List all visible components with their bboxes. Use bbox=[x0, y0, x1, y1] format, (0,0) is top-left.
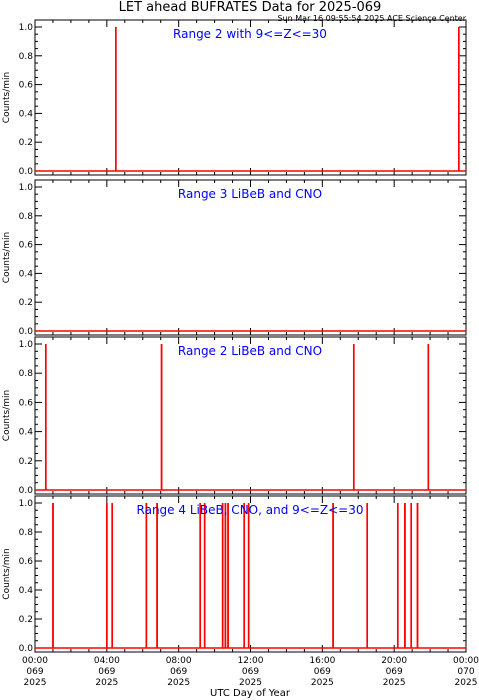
x-tick-label: 069 bbox=[98, 667, 115, 677]
x-tick-label: 2025 bbox=[24, 678, 47, 688]
x-tick-label: 069 bbox=[170, 667, 187, 677]
panel-title: Range 3 LiBeB and CNO bbox=[178, 187, 322, 201]
y-tick-label: 0.4 bbox=[19, 586, 34, 596]
y-axis-label: Counts/min bbox=[2, 232, 12, 283]
x-tick-label: 070 bbox=[457, 667, 474, 677]
x-tick-label: 16:00 bbox=[309, 656, 335, 666]
y-axis-label: Counts/min bbox=[2, 548, 12, 599]
y-tick-label: 0.0 bbox=[19, 327, 34, 337]
panel-frame bbox=[34, 19, 467, 176]
y-tick-label: 0.6 bbox=[19, 398, 34, 408]
y-tick-label: 1.0 bbox=[19, 340, 34, 350]
y-tick-label: 1.0 bbox=[19, 23, 34, 33]
y-tick-label: 0.0 bbox=[19, 167, 34, 177]
series-line bbox=[35, 344, 466, 491]
x-tick-label: 069 bbox=[242, 667, 259, 677]
x-tick-label: 00:00 bbox=[453, 656, 479, 666]
y-tick-label: 0.8 bbox=[19, 369, 34, 379]
panel-1: 0.0 0.2 0.4 0.6 0.8 1.0 Counts/min Range 2 with… bbox=[2, 19, 467, 177]
y-tick-label: 0.8 bbox=[19, 52, 34, 62]
x-tick-label: 2025 bbox=[167, 678, 190, 688]
x-tick-label: 2025 bbox=[95, 678, 118, 688]
x-tick-label: 2025 bbox=[383, 678, 406, 688]
x-tick-label: 2025 bbox=[311, 678, 334, 688]
x-axis-label: UTC Day of Year bbox=[210, 688, 291, 699]
y-tick-label: 0.8 bbox=[19, 212, 34, 222]
y-tick-label: 0.0 bbox=[19, 644, 34, 654]
x-tick-label: 00:00 bbox=[22, 656, 48, 666]
y-tick-label: 0.6 bbox=[19, 241, 34, 251]
y-tick-label: 0.4 bbox=[19, 109, 34, 119]
y-tick-label: 0.0 bbox=[19, 486, 34, 496]
x-tick-label: 2025 bbox=[239, 678, 262, 688]
y-tick-label: 0.2 bbox=[19, 615, 33, 625]
y-tick-label: 0.2 bbox=[19, 457, 33, 467]
y-tick-label: 0.2 bbox=[19, 138, 33, 148]
panel-title: Range 4 LiBeB, CNO, and 9<=Z<=30 bbox=[137, 503, 364, 517]
y-tick-label: 1.0 bbox=[19, 183, 34, 193]
panel-2: 0.0 0.2 0.4 0.6 0.8 1.0 Counts/min Range 3 LiBe… bbox=[2, 179, 467, 337]
y-axis-label: Counts/min bbox=[2, 72, 12, 123]
y-tick-label: 0.2 bbox=[19, 298, 33, 308]
panel-title: Range 2 LiBeB and CNO bbox=[178, 344, 322, 358]
panel-3: 0.0 0.2 0.4 0.6 0.8 1.0 Counts/min Range 2 LiBe… bbox=[2, 336, 467, 496]
x-tick-label: 04:00 bbox=[94, 656, 120, 666]
y-tick-label: 0.4 bbox=[19, 269, 34, 279]
series-line bbox=[35, 503, 466, 649]
panel-frame bbox=[34, 179, 467, 336]
y-tick-label: 0.8 bbox=[19, 528, 34, 538]
figure-timestamp: Sun Mar 16 09:55:54 2025 ACE Science Cen… bbox=[278, 14, 467, 23]
figure-title: LET ahead BUFRATES Data for 2025-069 bbox=[119, 0, 382, 15]
panel-frame bbox=[34, 336, 467, 495]
x-tick-label: 069 bbox=[386, 667, 403, 677]
panel-title: Range 2 with 9<=Z<=30 bbox=[173, 27, 327, 41]
x-tick-label: 069 bbox=[26, 667, 43, 677]
panels-group: 0.0 0.2 0.4 0.6 0.8 1.0 Counts/min Range 2 with… bbox=[2, 19, 479, 688]
y-tick-label: 1.0 bbox=[19, 499, 34, 509]
x-tick-label: 2025 bbox=[455, 678, 478, 688]
y-tick-label: 0.4 bbox=[19, 428, 34, 438]
y-tick-label: 0.6 bbox=[19, 81, 34, 91]
panel-frame bbox=[34, 495, 467, 653]
x-tick-label: 08:00 bbox=[166, 656, 192, 666]
series-line bbox=[35, 27, 466, 172]
panel-4: 0.0 0.2 0.4 0.6 0.8 1.0 Counts/min Range 4 LiBe… bbox=[2, 495, 467, 654]
x-tick-label: 20:00 bbox=[381, 656, 407, 666]
y-axis-label: Counts/min bbox=[2, 390, 12, 441]
x-tick-label: 069 bbox=[314, 667, 331, 677]
y-tick-label: 0.6 bbox=[19, 557, 34, 567]
x-tick-label: 12:00 bbox=[238, 656, 264, 666]
